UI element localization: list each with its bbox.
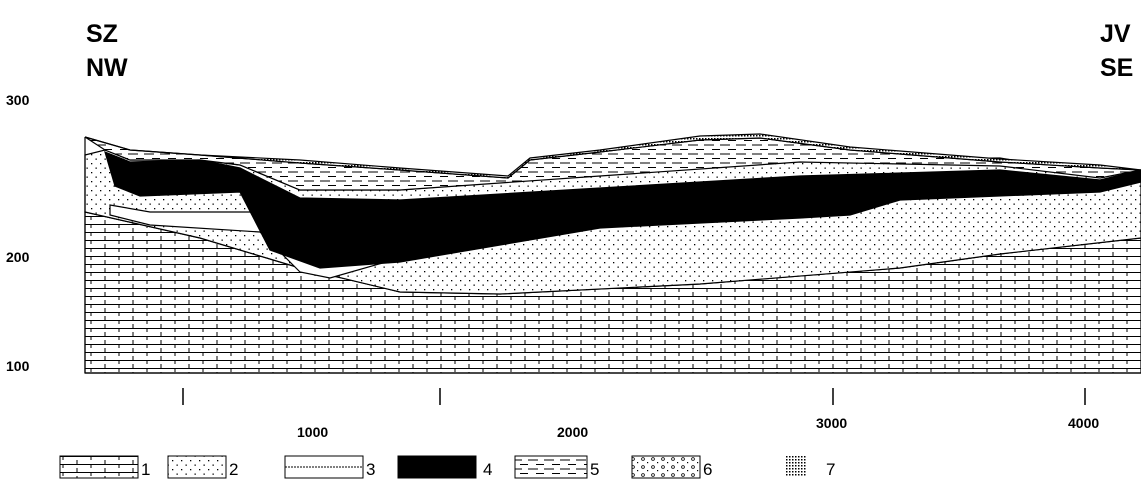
y-label: 100 xyxy=(6,358,30,374)
legend-label: 3 xyxy=(366,460,375,479)
right-direction: SE xyxy=(1100,54,1133,82)
legend-label: 1 xyxy=(141,460,150,479)
y-label: 300 xyxy=(6,92,30,108)
geologic-section: SZ NW JV SE 300 200 100 1000 2000 3000 4… xyxy=(0,0,1141,492)
legend-label: 7 xyxy=(826,460,835,479)
legend-label: 5 xyxy=(590,460,599,479)
legend-label: 6 xyxy=(703,460,712,479)
x-label: 4000 xyxy=(1068,415,1099,431)
legend-label: 4 xyxy=(483,460,492,479)
x-label: 3000 xyxy=(816,415,847,431)
legend xyxy=(60,456,806,478)
legend-label: 2 xyxy=(229,460,238,479)
x-label: 1000 xyxy=(297,424,328,440)
x-ticks xyxy=(183,388,1085,405)
right-code: JV xyxy=(1100,20,1131,48)
left-direction: NW xyxy=(86,54,128,82)
section xyxy=(85,134,1141,373)
x-label: 2000 xyxy=(557,424,588,440)
y-label: 200 xyxy=(6,249,30,265)
left-code: SZ xyxy=(86,20,118,48)
